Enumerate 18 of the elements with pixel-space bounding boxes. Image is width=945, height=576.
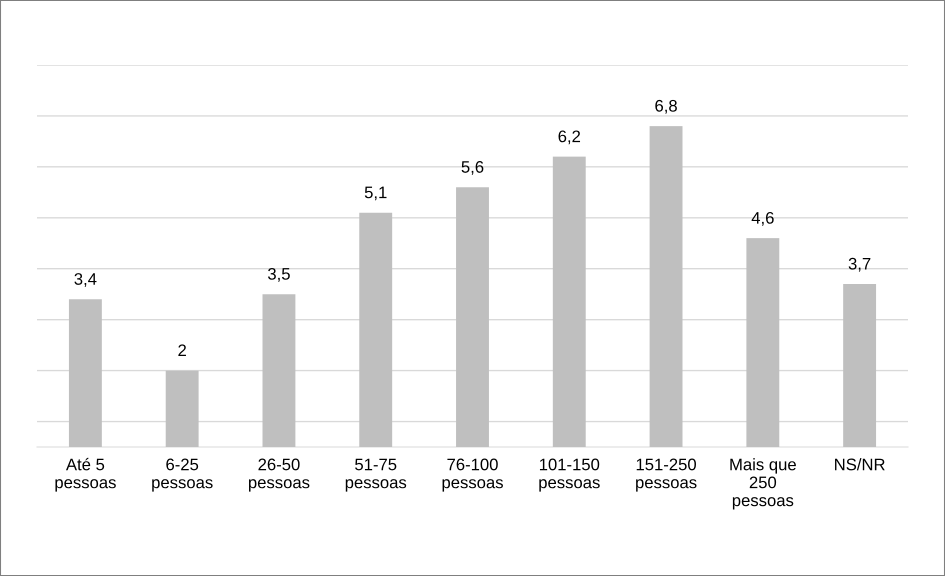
data-label: 5,6: [462, 161, 484, 175]
data-label: 2: [178, 344, 186, 356]
x-tick-label: NS/NR: [835, 458, 885, 470]
x-tick-label: 6-25 pessoas: [152, 458, 213, 492]
x-tick-label: 51-75 pessoas: [346, 458, 406, 492]
data-label: 5,1: [364, 186, 386, 200]
data-label: 6,8: [655, 100, 677, 114]
x-tick-label: Mais que 250 pessoas: [730, 458, 796, 510]
data-label: 3,7: [848, 258, 870, 272]
data-label: 4,6: [752, 212, 774, 226]
x-tick-label: 151-250 pessoas: [636, 458, 696, 492]
x-tick-label: 101-150 pessoas: [539, 458, 600, 492]
data-label: 6,2: [558, 130, 580, 144]
data-label: 3,5: [268, 268, 290, 282]
x-tick-label: Até 5 pessoas: [55, 458, 116, 492]
x-tick-label: 76-100 pessoas: [442, 458, 503, 492]
data-label: 3,4: [74, 273, 96, 287]
x-tick-label: 26-50 pessoas: [248, 458, 310, 492]
